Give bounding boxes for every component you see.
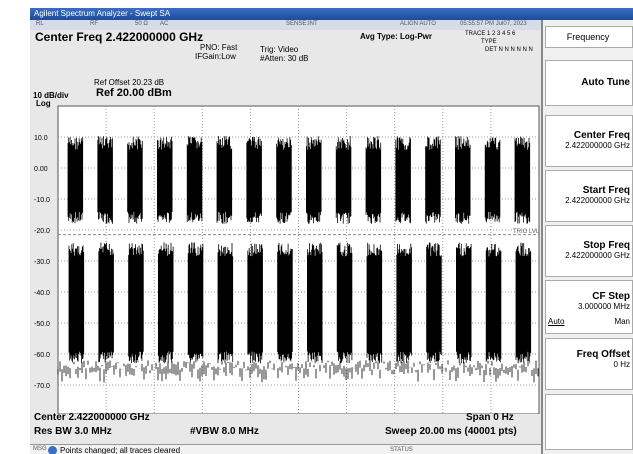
softkey[interactable]: Center Freq 2.422000000 GHz: [545, 115, 633, 167]
y-label: 0.00: [34, 166, 48, 173]
option-auto: Auto: [548, 317, 565, 326]
title-bar: Agilent Spectrum Analyzer - Swept SA: [30, 8, 633, 20]
analyzer-screen: Agilent Spectrum Analyzer - Swept SA RL …: [30, 8, 633, 454]
ref-level: Ref 20.00 dBm: [96, 87, 172, 99]
softkey[interactable]: Start Freq 2.422000000 GHz: [545, 170, 633, 222]
y-label: -60.0: [34, 352, 50, 359]
status-item: 05:55:57 PM Jul07, 2023: [460, 21, 527, 27]
y-label: -40.0: [34, 290, 50, 297]
softkey-value: 3.000000 MHz: [577, 302, 630, 311]
softkey[interactable]: Stop Freq 2.422000000 GHz: [545, 225, 633, 277]
y-label: -70.0: [34, 383, 50, 390]
center-freq: Center Freq 2.422000000 GHz: [35, 30, 204, 44]
msg-label: MSG: [33, 446, 47, 452]
y-label: -50.0: [34, 321, 50, 328]
message-bar: MSG Points changed; all traces cleared S…: [30, 444, 541, 454]
softkey-label: CF Step: [592, 291, 630, 302]
softkey-label: Start Freq: [582, 185, 630, 196]
footer-span: Span 0 Hz: [466, 412, 514, 423]
footer-vbw: #VBW 8.0 MHz: [190, 426, 259, 437]
msg-text: Points changed; all traces cleared: [60, 446, 181, 454]
pno: PNO: Fast: [200, 43, 238, 52]
softkey-value: 2.422000000 GHz: [565, 196, 630, 205]
status-item: AC: [160, 21, 169, 27]
trace-display: 10.0 0.00 -10.0 -20.0 -30.0 -40.0 -50.0 -60.0 -7…: [34, 105, 540, 414]
softkey-label: Freq Offset: [576, 349, 630, 360]
info-icon: [48, 446, 57, 454]
softkey-label: Center Freq: [573, 130, 630, 141]
menu-title: Frequency: [545, 26, 633, 48]
status-label: STATUS: [390, 447, 413, 453]
softkey[interactable]: CF Step 3.000000 MHz Auto Man: [545, 280, 633, 334]
avg-type: Avg Type: Log-Pwr: [360, 32, 432, 41]
softkey-label: Auto Tune: [581, 77, 630, 88]
footer-sweep: Sweep 20.00 ms (40001 pts): [385, 426, 517, 437]
softkey-empty: [545, 394, 633, 450]
scale-type: Log: [36, 99, 51, 108]
trace: [57, 136, 539, 383]
trace-type: TYPE: [481, 39, 497, 45]
trig-level-label: TRIG LVL: [513, 229, 540, 235]
softkey-panel: Frequency Auto Tune Center Freq 2.4220000…: [541, 20, 633, 454]
trig: Trig: Video: [260, 45, 299, 54]
status-item: SENSE:INT: [286, 21, 318, 27]
softkey[interactable]: Auto Tune: [545, 60, 633, 106]
y-label: -10.0: [34, 197, 50, 204]
footer-res-bw: Res BW 3.0 MHz: [34, 426, 112, 437]
y-label: -20.0: [34, 228, 50, 235]
atten: #Atten: 30 dB: [260, 54, 309, 63]
footer-center: Center 2.422000000 GHz: [34, 412, 150, 423]
option-man: Man: [614, 317, 630, 326]
y-label: -30.0: [34, 259, 50, 266]
status-item: 50 Ω: [135, 21, 148, 27]
scale: 10 dB/div: [33, 91, 69, 100]
softkey-value: 0 Hz: [613, 360, 630, 369]
softkey[interactable]: Freq Offset 0 Hz: [545, 338, 633, 390]
ref-offset: Ref Offset 20.23 dB: [94, 78, 165, 87]
ifgain: IFGain:Low: [195, 52, 236, 61]
y-label: 10.0: [34, 135, 48, 142]
softkey-label: Stop Freq: [583, 240, 630, 251]
status-row: RL RF 50 Ω AC SENSE:INT ALIGN AUTO 05:55…: [30, 20, 541, 30]
status-item: RF: [90, 21, 98, 27]
detector: DET N N N N N N: [485, 47, 533, 53]
trace: TRACE 1 2 3 4 5 6: [465, 31, 516, 37]
softkey-value: 2.422000000 GHz: [565, 141, 630, 150]
softkey-value: 2.422000000 GHz: [565, 251, 630, 260]
status-item: RL: [36, 21, 44, 27]
status-item: ALIGN AUTO: [400, 21, 436, 27]
